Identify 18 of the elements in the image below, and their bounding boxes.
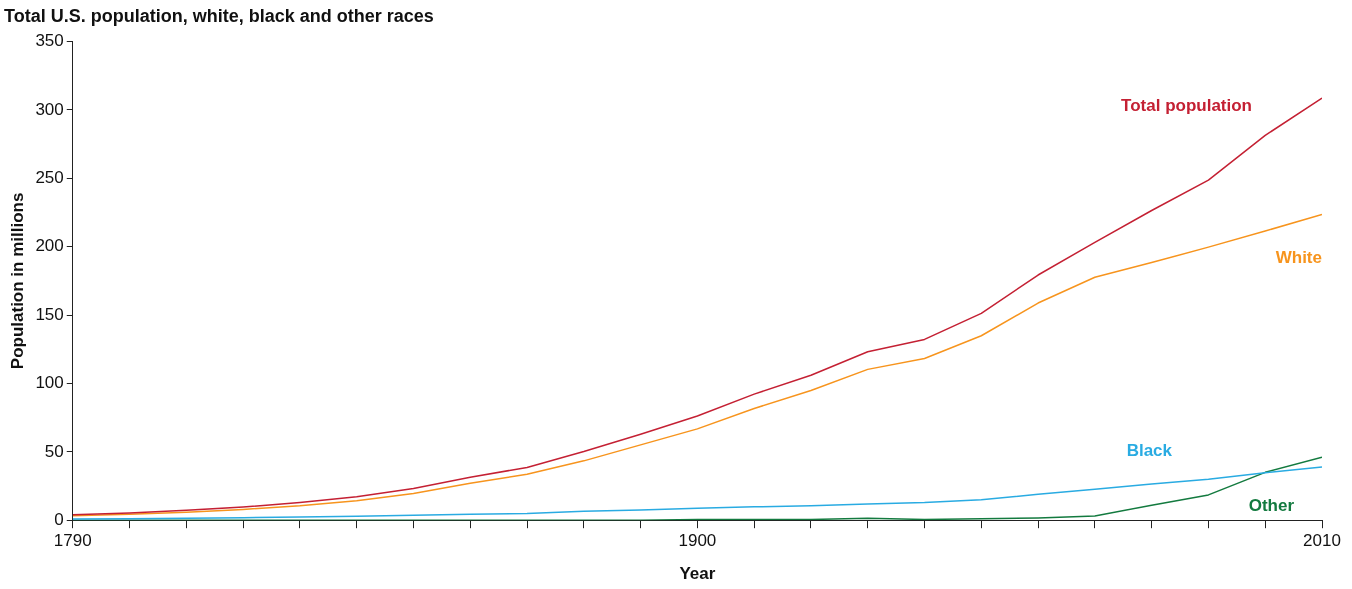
series-label: White: [1275, 248, 1322, 268]
y-axis-title: Population in millions: [7, 192, 27, 370]
y-tick-label: 250: [35, 168, 64, 188]
x-tick-label: 1900: [678, 531, 717, 551]
series-label: Black: [1126, 440, 1173, 460]
chart-title: Total U.S. population, white, black and other races: [4, 5, 434, 26]
y-tick-label: 50: [44, 441, 64, 461]
y-tick-label: 150: [35, 304, 64, 324]
y-tick-label: 100: [35, 373, 64, 393]
y-tick-label: 300: [35, 99, 64, 119]
series-label: Other: [1248, 495, 1295, 515]
y-tick-label: 350: [35, 31, 64, 51]
x-tick-label: 1790: [53, 531, 92, 551]
x-axis-title: Year: [679, 564, 716, 584]
series-label: Total population: [1121, 95, 1252, 115]
y-tick-label: 0: [54, 509, 64, 529]
x-tick-label: 2010: [1303, 531, 1341, 551]
y-tick-label: 200: [35, 236, 64, 256]
